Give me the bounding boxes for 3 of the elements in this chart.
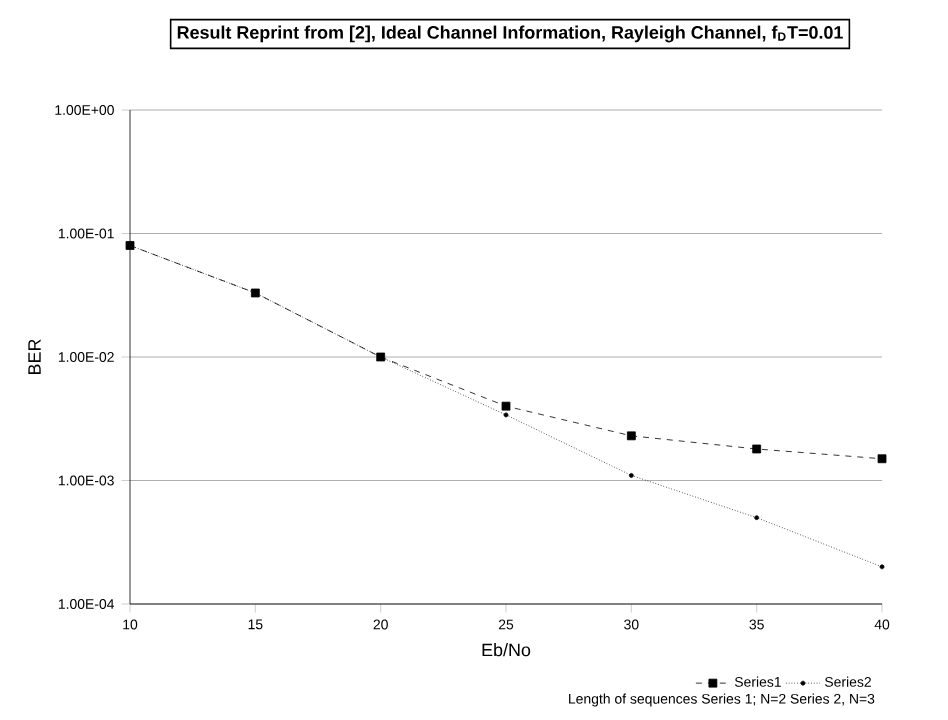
chart-title: Result Reprint from [2], Ideal Channel Information, Rayleigh Channel, f$_{D}$T=0.01: [177, 25, 843, 43]
x-axis-title: Eb/No: [482, 643, 531, 657]
y-axis-title: BER: [28, 339, 41, 374]
